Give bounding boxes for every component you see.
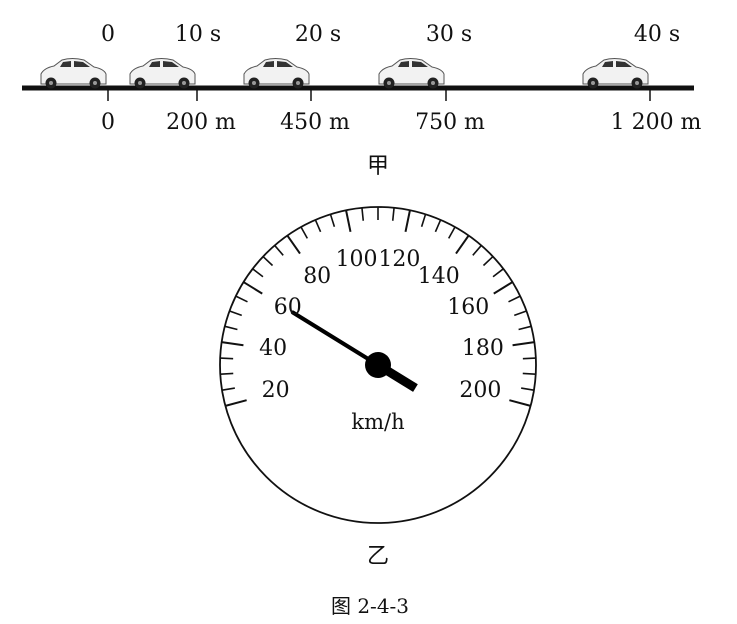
time-label: 40 s <box>633 22 681 47</box>
minor-tick <box>224 325 238 331</box>
minor-tick <box>522 372 536 375</box>
distance-label: 1 200 m <box>610 110 702 135</box>
minor-tick <box>220 357 234 360</box>
major-tick <box>345 210 352 233</box>
minor-tick <box>472 244 482 256</box>
major-tick <box>493 281 514 295</box>
minor-tick <box>492 268 504 278</box>
distance-label: 0 <box>101 110 115 135</box>
minor-tick <box>522 357 536 360</box>
major-tick <box>512 341 535 347</box>
time-label: 10 s <box>174 22 222 47</box>
major-tick <box>286 235 301 255</box>
minor-tick <box>221 387 235 391</box>
scale-label: 160 <box>447 295 490 321</box>
scale-label: 200 <box>459 378 502 404</box>
scale-label: 120 <box>378 247 421 273</box>
major-tick <box>509 399 531 407</box>
car-icon <box>40 58 107 89</box>
minor-tick <box>235 295 248 303</box>
scale-label: 20 <box>261 378 290 404</box>
time-label: 30 s <box>425 22 473 47</box>
minor-tick <box>391 207 395 221</box>
minor-tick <box>274 244 284 256</box>
minor-tick <box>252 268 264 278</box>
caption-yi: 乙 <box>366 544 390 569</box>
major-tick <box>225 399 247 407</box>
scale-label: 40 <box>259 335 288 361</box>
major-tick <box>455 235 470 255</box>
minor-tick <box>300 226 309 239</box>
minor-tick <box>508 295 521 303</box>
car-icon <box>129 58 196 89</box>
minor-tick <box>262 255 274 267</box>
minor-tick <box>521 387 535 391</box>
major-tick <box>221 341 244 347</box>
minor-tick <box>482 255 494 267</box>
distance-label: 750 m <box>415 110 485 135</box>
figure-caption: 图 2-4-3 <box>330 594 410 618</box>
scale-label: 140 <box>417 264 460 290</box>
minor-tick <box>447 226 456 239</box>
minor-tick <box>420 214 427 227</box>
car-icon <box>582 58 649 89</box>
minor-tick <box>220 372 234 375</box>
scale-label: 80 <box>303 264 332 290</box>
car-icon <box>378 58 445 89</box>
major-tick <box>404 210 411 233</box>
minor-tick <box>513 310 527 317</box>
scale-label: 60 <box>273 295 302 321</box>
minor-tick <box>518 325 532 331</box>
caption-jia: 甲 <box>366 154 390 179</box>
needle-hub <box>365 352 391 378</box>
minor-tick <box>361 207 365 221</box>
scale-label: 180 <box>461 335 504 361</box>
distance-label: 450 m <box>280 110 350 135</box>
minor-tick <box>434 219 442 233</box>
scale-label: 100 <box>335 247 378 273</box>
distance-label: 200 m <box>166 110 236 135</box>
major-tick <box>242 281 263 295</box>
time-label: 0 <box>101 22 115 47</box>
car-icon <box>243 58 310 89</box>
speed-unit: km/h <box>351 410 405 434</box>
time-label: 20 s <box>294 22 342 47</box>
minor-tick <box>229 310 243 317</box>
minor-tick <box>314 219 322 233</box>
needle <box>290 310 380 367</box>
minor-tick <box>329 214 336 227</box>
